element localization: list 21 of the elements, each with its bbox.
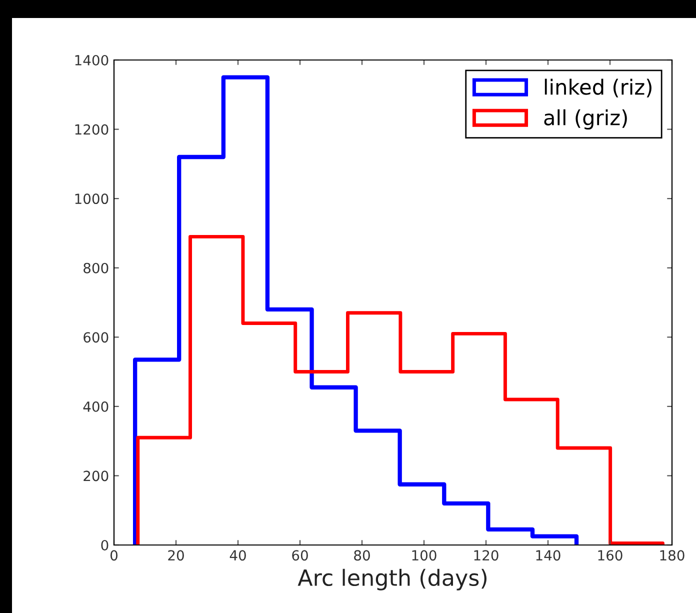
x-tick-label: 20 xyxy=(168,550,184,561)
y-tick-label: 1400 xyxy=(75,54,108,66)
x-tick-label: 120 xyxy=(474,550,498,561)
y-tick-label: 800 xyxy=(84,262,108,274)
y-tick-label: 600 xyxy=(84,332,108,343)
y-tick-label: 1200 xyxy=(75,124,108,135)
x-tick-label: 100 xyxy=(412,550,436,561)
legend-label: linked (riz) xyxy=(544,78,652,98)
x-tick-label: 80 xyxy=(354,550,370,561)
y-tick-label: 1000 xyxy=(75,194,108,204)
x-tick-label: 40 xyxy=(230,550,246,561)
x-tick-label: 160 xyxy=(598,550,622,561)
x-tick-label: 140 xyxy=(536,550,560,561)
y-tick-label: 400 xyxy=(83,401,108,412)
x-tick-label: 180 xyxy=(660,550,684,561)
x-tick-label: 0 xyxy=(110,550,118,561)
legend-label: all (griz) xyxy=(544,109,627,130)
y-tick-label: 0 xyxy=(101,540,108,550)
x-axis-title: Arc length (days) xyxy=(298,568,486,590)
y-tick-label: 200 xyxy=(84,470,108,482)
x-tick-label: 60 xyxy=(292,550,308,561)
